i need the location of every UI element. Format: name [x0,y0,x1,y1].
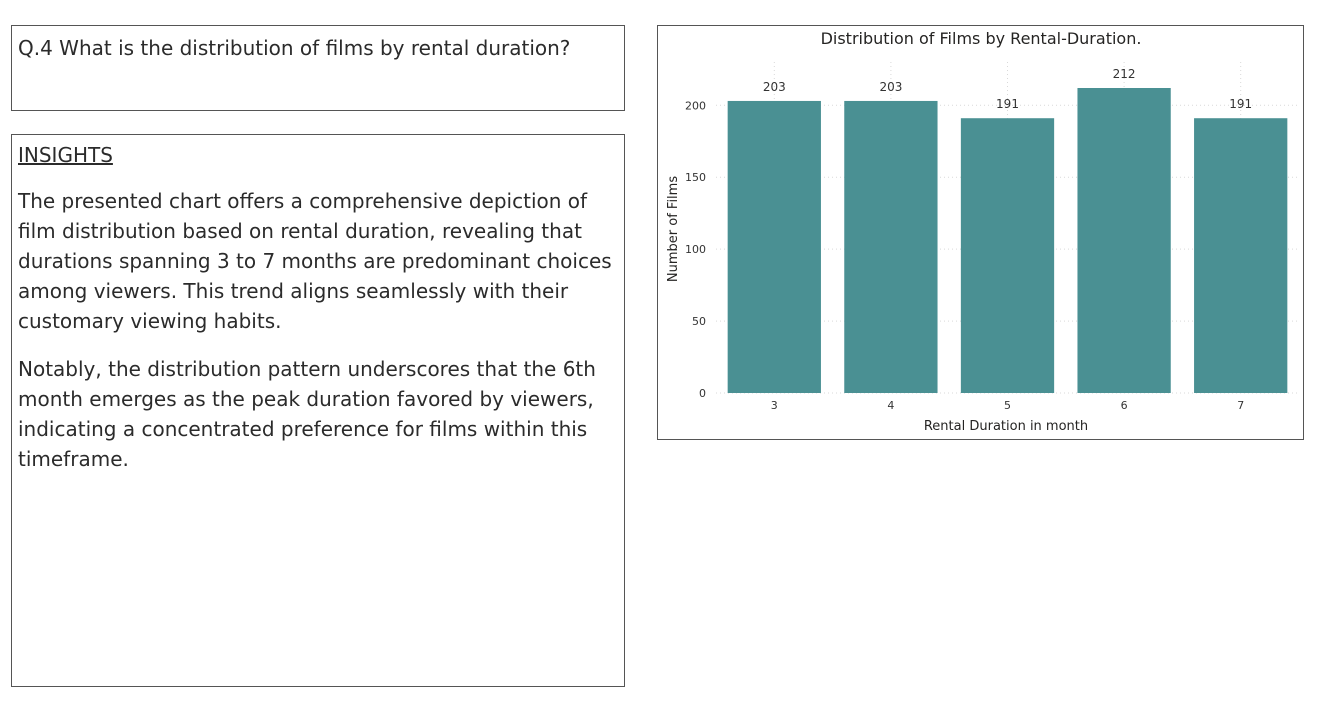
data-label: 191 [996,97,1019,111]
bar-chart: Distribution of Films by Rental-Duration… [666,29,1299,434]
x-tick-label: 5 [1004,399,1011,412]
chart-title: Distribution of Films by Rental-Duration… [821,29,1142,48]
insights-paragraph-2: Notably, the distribution pattern unders… [18,357,596,471]
question-text: Q.4 What is the distribution of films by… [18,36,571,60]
x-tick-label: 7 [1237,399,1244,412]
y-axis-title: Number of Films [666,176,681,282]
bar [1194,118,1288,393]
insights-box: INSIGHTS The presented chart offers a co… [11,134,625,687]
y-tick-label: 150 [685,171,706,184]
data-label: 191 [1229,97,1252,111]
bar [960,118,1055,393]
chart-panel: Distribution of Films by Rental-Duration… [657,25,1304,440]
y-tick-labels: 0 50 100 150 200 [685,99,706,400]
bars [727,88,1288,393]
insights-paragraph-1: The presented chart offers a comprehensi… [18,189,612,333]
question-box: Q.4 What is the distribution of films by… [11,25,625,111]
bar [727,100,821,393]
y-tick-label: 0 [699,387,706,400]
data-label: 203 [763,80,786,94]
x-axis-title: Rental Duration in month [924,419,1088,434]
y-tick-label: 50 [692,315,706,328]
insights-heading: INSIGHTS [18,143,113,167]
x-tick-label: 4 [887,399,894,412]
data-labels: 203 203 191 212 191 [763,67,1252,111]
bar [844,100,938,393]
bar [1077,88,1171,393]
data-label: 212 [1113,67,1136,81]
x-tick-label: 3 [771,399,778,412]
x-tick-label: 6 [1121,399,1128,412]
y-tick-label: 100 [685,243,706,256]
data-label: 203 [879,80,902,94]
x-tick-labels: 3 4 5 6 7 [771,399,1244,412]
y-tick-label: 200 [685,99,706,112]
